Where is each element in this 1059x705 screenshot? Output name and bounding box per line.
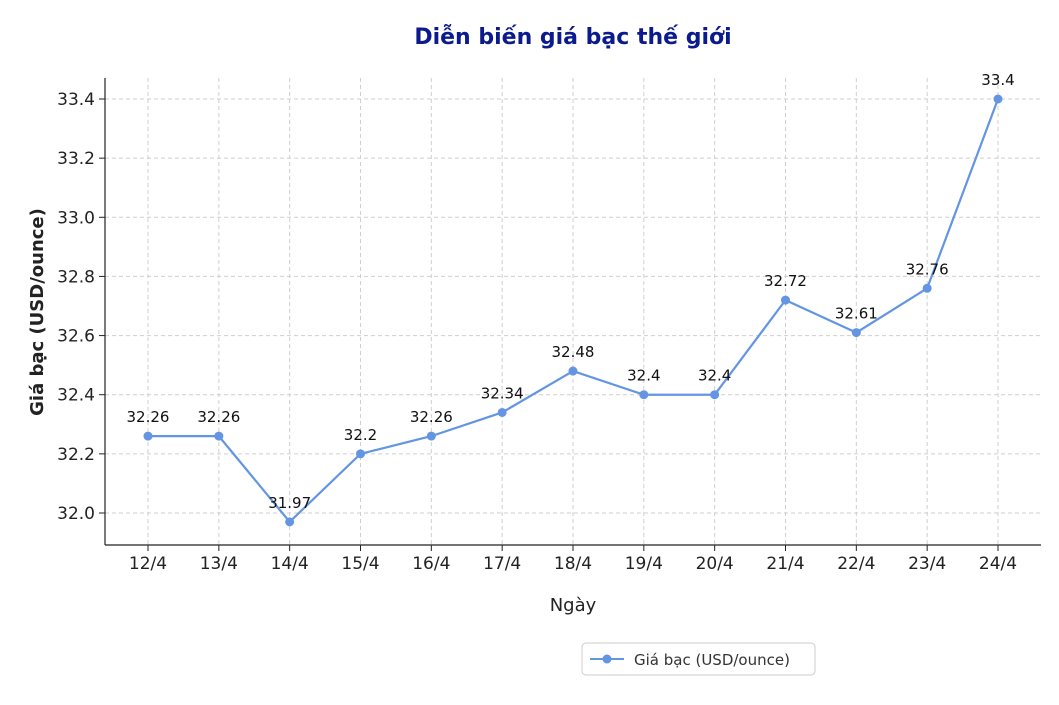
data-label: 32.4	[698, 367, 731, 385]
data-labels: 32.26 32.26 31.97 32.2 32.26 32.34 32.48 32.4 32…	[127, 71, 1015, 512]
x-axis-label: Ngày	[550, 595, 597, 616]
y-tick-label: 33.2	[57, 149, 95, 169]
x-tick-label: 15/4	[341, 554, 379, 574]
y-tick-label: 32.0	[57, 504, 95, 524]
data-point	[214, 431, 224, 441]
data-label: 32.2	[344, 426, 377, 444]
series-layer	[143, 94, 1003, 527]
legend-box	[581, 642, 816, 676]
axes	[99, 78, 1041, 551]
data-point	[285, 517, 295, 527]
x-tick-label: 18/4	[554, 554, 592, 574]
data-label: 32.61	[835, 305, 878, 323]
data-label: 32.26	[127, 408, 170, 426]
legend-entry: Giá bạc (USD/ounce)	[634, 651, 790, 669]
grid	[105, 78, 1041, 545]
data-label: 32.76	[906, 260, 949, 278]
x-tick-label: 14/4	[271, 554, 309, 574]
data-point	[497, 407, 507, 417]
x-tick-label: 19/4	[625, 554, 663, 574]
data-point	[710, 390, 720, 400]
y-tick-label: 33.4	[57, 90, 95, 110]
x-tick-labels: 12/4 13/4 14/4 15/4 16/4 17/4 18/4 19/4 20/4 21/4…	[129, 554, 1017, 574]
data-point	[143, 431, 153, 441]
data-label: 32.4	[627, 367, 660, 385]
data-label: 32.26	[410, 408, 453, 426]
x-tick-label: 21/4	[766, 554, 804, 574]
legend: Giá bạc (USD/ounce)	[581, 642, 816, 676]
y-axis-label: Giá bạc (USD/ounce)	[27, 208, 48, 416]
x-tick-label: 13/4	[200, 554, 238, 574]
data-point	[851, 328, 861, 338]
data-point	[922, 283, 932, 293]
x-tick-label: 17/4	[483, 554, 521, 574]
chart-title: Diễn biến giá bạc thế giới	[414, 25, 731, 50]
x-tick-label: 22/4	[837, 554, 875, 574]
y-tick-label: 32.6	[57, 327, 95, 347]
x-tick-label: 24/4	[979, 554, 1017, 574]
data-point	[639, 390, 649, 400]
data-label: 32.72	[764, 272, 807, 290]
data-label: 33.4	[981, 71, 1014, 89]
y-tick-label: 32.2	[57, 445, 95, 465]
data-label: 32.34	[481, 384, 524, 402]
legend-marker	[602, 654, 612, 664]
data-point	[781, 295, 790, 305]
x-tick-label: 12/4	[129, 554, 167, 574]
data-point	[993, 94, 1003, 104]
y-tick-label: 32.4	[57, 386, 95, 406]
data-point	[568, 366, 578, 376]
data-point	[356, 449, 365, 459]
data-point	[426, 431, 436, 441]
data-label: 32.48	[552, 343, 595, 361]
x-tick-label: 23/4	[908, 554, 946, 574]
y-tick-label: 32.8	[57, 267, 95, 287]
x-tick-label: 20/4	[696, 554, 734, 574]
y-tick-labels: 32.0 32.2 32.4 32.6 32.8 33.0 33.2 33.4	[57, 90, 95, 524]
x-tick-label: 16/4	[412, 554, 450, 574]
data-label: 31.97	[268, 494, 311, 512]
data-label: 32.26	[197, 408, 240, 426]
y-tick-label: 33.0	[57, 208, 95, 228]
